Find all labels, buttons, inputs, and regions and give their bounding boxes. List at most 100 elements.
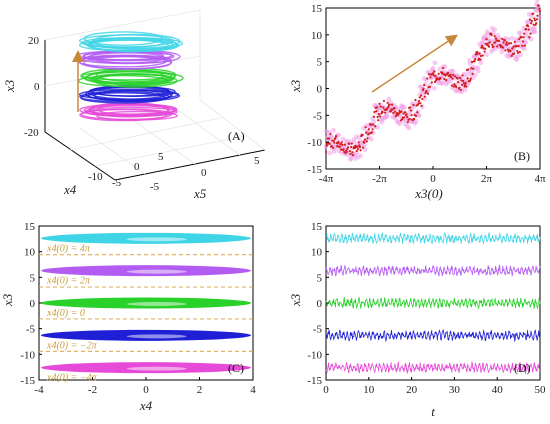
data-point: [447, 71, 450, 75]
x-tick-label: 0: [143, 384, 149, 396]
data-point: [467, 68, 470, 71]
data-point: [425, 90, 428, 93]
band-gap: [126, 237, 187, 242]
data-point: [406, 121, 409, 124]
data-point: [393, 107, 396, 110]
halo-point: [484, 52, 489, 58]
halo-point: [351, 140, 357, 145]
data-point: [325, 142, 328, 145]
data-point: [419, 94, 423, 97]
data-point: [472, 67, 475, 70]
data-point: [387, 106, 390, 109]
y-tick-label: -5: [313, 110, 323, 122]
series-line: [325, 328, 541, 343]
data-point: [538, 8, 541, 11]
data-point: [343, 143, 346, 146]
data-point: [453, 83, 456, 86]
halo-point: [331, 127, 336, 133]
data-point: [431, 72, 435, 75]
data-point: [363, 138, 367, 141]
data-point: [490, 33, 493, 37]
x-tick-label: -4: [34, 384, 44, 396]
halo-point: [492, 27, 498, 33]
data-point: [511, 47, 514, 50]
halo-point: [358, 153, 364, 159]
data-point: [371, 128, 374, 131]
halo-point: [431, 85, 437, 91]
x-axis-label: t: [431, 404, 435, 419]
data-point: [382, 106, 385, 109]
data-point: [493, 35, 496, 38]
y-tick-label: 5: [158, 151, 164, 163]
halo-point: [429, 74, 435, 80]
y-tick-label: 15: [24, 221, 36, 233]
data-point: [381, 111, 384, 114]
data-point: [462, 79, 465, 83]
halo-band: [323, 0, 542, 162]
y-tick-label: 5: [317, 57, 323, 69]
y-tick-label: -10: [307, 137, 322, 149]
data-point: [535, 18, 538, 21]
halo-point: [416, 113, 422, 119]
halo-point: [521, 46, 527, 51]
halo-point: [413, 119, 419, 124]
data-point: [488, 41, 491, 44]
band-label: x4(0) = 0: [46, 308, 85, 319]
data-point: [523, 32, 526, 35]
data-point: [402, 116, 406, 119]
data-point: [464, 83, 467, 87]
series-group: [325, 231, 541, 375]
data-point: [521, 44, 524, 47]
data-point: [480, 44, 484, 48]
data-point: [420, 104, 423, 108]
y-tick-label: 15: [311, 3, 323, 15]
data-point: [452, 73, 455, 76]
series-line: [325, 296, 541, 310]
data-point: [361, 133, 364, 137]
data-point: [513, 40, 516, 43]
halo-point: [448, 78, 454, 84]
y-tick-label: 10: [311, 247, 323, 259]
halo-point: [518, 52, 523, 58]
halo-point: [475, 68, 481, 74]
halo-point: [509, 35, 515, 41]
data-point: [478, 52, 481, 55]
data-point: [429, 76, 432, 79]
y-axis-label: x3: [288, 293, 303, 307]
data-point: [433, 80, 436, 83]
halo-point: [532, 29, 538, 34]
data-point: [375, 110, 378, 113]
trend-arrow: [371, 34, 458, 93]
data-point: [536, 14, 539, 17]
data-point: [351, 151, 354, 154]
data-point: [451, 77, 454, 80]
data-point: [475, 50, 479, 54]
data-point: [469, 79, 472, 82]
halo-point: [386, 96, 392, 102]
data-point: [341, 143, 344, 146]
tick-group: 0 10 20 30 40 50 -15 -10 -5 0 5 10 15: [307, 221, 546, 396]
panel-c: x4(0) = 4π x4(0) = 2π x4(0) = 0 x4(0) = −2π…: [0, 221, 256, 413]
data-point: [336, 144, 339, 148]
data-point: [414, 98, 417, 102]
x-axis-label: x4: [139, 398, 153, 413]
attractor-loop: [78, 88, 180, 101]
x-tick-label: 2π: [481, 173, 493, 185]
data-point: [512, 45, 515, 48]
data-point: [518, 37, 521, 41]
data-point: [384, 111, 387, 114]
data-point: [426, 77, 429, 80]
halo-point: [455, 80, 461, 86]
data-point: [501, 46, 504, 49]
x-tick-label: 4: [250, 384, 256, 396]
data-point: [328, 142, 331, 145]
data-point: [532, 23, 535, 26]
data-point: [373, 125, 377, 128]
data-point: [377, 113, 380, 116]
data-point: [450, 84, 453, 87]
data-point: [434, 74, 437, 78]
data-point: [412, 103, 415, 107]
data-point: [479, 54, 482, 58]
data-point: [424, 92, 427, 95]
